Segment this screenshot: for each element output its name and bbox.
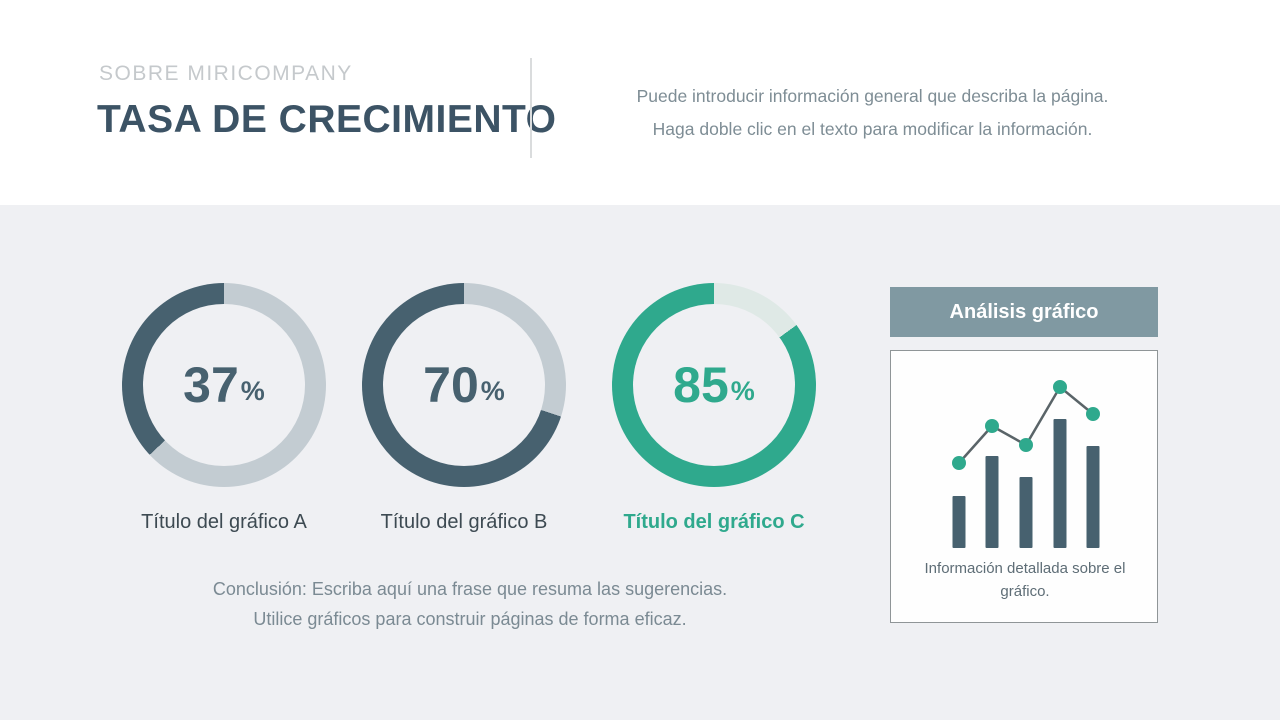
donut-chart-a[interactable]: 37 % [122,283,326,487]
donut-chart-c[interactable]: 85 % [612,283,816,487]
header-description-line1: Puede introducir información general que… [636,86,1109,106]
header-description[interactable]: Puede introducir información general que… [600,80,1145,146]
donut-hole-b: 70 % [383,304,545,466]
header-description-line2: Haga doble clic en el texto para modific… [652,119,1093,139]
donut-card-c: 85 % Título del gráfico C [612,283,816,534]
conclusion-line1: Conclusión: Escriba aquí una frase que r… [212,579,728,599]
donut-unit-a: % [240,375,265,406]
page-title[interactable]: TASA DE CRECIMIENTO [97,98,557,141]
conclusion-line2: Utilice gráficos para construir páginas … [253,609,687,629]
donut-value-c: 85 [673,357,729,413]
donut-hole-c: 85 % [633,304,795,466]
conclusion-text[interactable]: Conclusión: Escriba aquí una frase que r… [170,574,770,634]
donut-unit-c: % [730,375,755,406]
donut-hole-a: 37 % [143,304,305,466]
donut-value-a: 37 [183,357,239,413]
donut-label-c[interactable]: Título del gráfico C [623,511,805,533]
donut-label-b[interactable]: Título del gráfico B [380,511,548,533]
slide-eyebrow[interactable]: SOBRE MIRICOMPANY [99,62,353,85]
donut-label-a[interactable]: Título del gráfico A [141,511,307,533]
donut-unit-b: % [480,375,505,406]
donut-card-b: 70 % Título del gráfico B [362,283,566,534]
analysis-panel-box[interactable]: Información detallada sobre el gráfico. [890,350,1158,623]
mini-bar-line-chart [952,380,1100,548]
analysis-panel-header[interactable]: Análisis gráfico [890,287,1158,337]
analysis-panel-caption[interactable]: Información detallada sobre el gráfico. [924,560,1126,600]
header-divider [530,58,532,158]
donut-chart-b[interactable]: 70 % [362,283,566,487]
donut-card-a: 37 % Título del gráfico A [122,283,326,534]
header-band: SOBRE MIRICOMPANY TASA DE CRECIMIENTO Pu… [0,0,1280,205]
donut-value-b: 70 [423,357,479,413]
